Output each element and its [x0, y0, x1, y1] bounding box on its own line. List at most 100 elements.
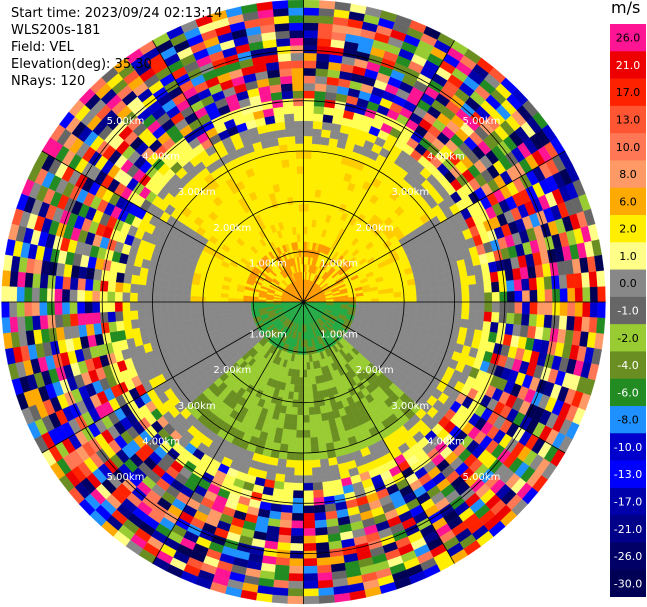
ppi-cell — [303, 460, 313, 469]
ppi-cell — [291, 406, 299, 416]
ppi-cell — [311, 452, 321, 461]
ppi-cell — [54, 314, 64, 329]
ppi-cell — [416, 301, 425, 309]
ppi-cell — [321, 121, 333, 131]
ppi-cell — [159, 301, 168, 310]
ppi-cell — [31, 301, 40, 317]
ppi-cell — [558, 315, 568, 330]
ppi-cell — [430, 280, 439, 289]
ppi-cell — [303, 362, 308, 371]
ppi-cell — [279, 75, 293, 85]
ppi-cell — [297, 196, 304, 205]
ppi-cell — [461, 310, 470, 320]
ppi-cell — [355, 304, 364, 309]
ppi-cell — [279, 443, 289, 453]
ppi-cell — [303, 67, 316, 76]
ppi-cell — [296, 361, 301, 371]
ppi-cell — [303, 399, 310, 408]
ppi-cell — [137, 310, 146, 320]
ppi-cell — [24, 316, 34, 332]
ppi-cell — [469, 292, 478, 303]
ppi-cell — [190, 301, 199, 309]
ppi-cell — [528, 277, 538, 291]
ppi-cell — [160, 316, 170, 325]
ppi-cell — [273, 15, 290, 25]
ppi-cells — [1, 0, 606, 605]
ppi-cell — [303, 173, 311, 182]
ppi-cell — [574, 287, 584, 303]
ppi-cell — [285, 135, 296, 145]
ppi-cell — [461, 293, 470, 303]
ppi-cell — [312, 474, 323, 484]
ppi-cell — [99, 291, 108, 303]
ppi-cell — [323, 99, 336, 109]
ppi-cell — [313, 196, 321, 206]
ppi-cell — [289, 30, 304, 39]
ppi-cell — [107, 281, 116, 293]
ppi-cell — [31, 315, 41, 331]
ppi-cell — [308, 203, 314, 213]
ppi-cell — [317, 15, 334, 25]
ppi-cell — [282, 166, 291, 176]
ppi-cell — [288, 158, 297, 168]
ppi-cell — [182, 289, 192, 297]
ppi-cell — [273, 114, 285, 124]
ppi-cell — [303, 422, 311, 431]
ppi-cell — [62, 314, 71, 328]
ppi-cell — [461, 284, 470, 294]
ppi-cell — [167, 287, 177, 296]
ppi-cell — [144, 301, 153, 311]
range-ring-label: 4.00km — [142, 152, 180, 163]
ppi-cell — [275, 427, 284, 437]
ppi-cell — [567, 301, 576, 317]
ppi-cell — [129, 301, 138, 312]
ppi-cell — [46, 288, 55, 303]
ppi-cell — [314, 83, 327, 92]
ppi-cell — [303, 512, 316, 522]
ppi-cell — [292, 97, 304, 107]
ppi-cell — [298, 377, 304, 386]
ppi-cell — [316, 37, 332, 47]
ppi-cell — [536, 276, 545, 290]
ppi-cell — [274, 30, 290, 40]
ppi-cell — [320, 129, 331, 139]
ppi-cell — [437, 316, 447, 325]
ppi-cell — [307, 218, 313, 228]
ppi-cell — [271, 99, 284, 109]
ppi-cell — [289, 166, 297, 175]
ppi-cell — [446, 286, 455, 295]
ppi-cell — [430, 315, 439, 324]
ppi-cell — [293, 384, 300, 393]
colorbar-tick-label: -21.0 — [614, 523, 642, 536]
ppi-cell — [393, 306, 402, 313]
range-ring-label: 4.00km — [427, 436, 465, 447]
ppi-cell — [288, 436, 297, 446]
ppi-cell — [294, 376, 300, 386]
ppi-cell — [446, 309, 455, 318]
ppi-cell — [312, 128, 322, 137]
ppi-cell — [303, 22, 319, 31]
ppi-cell — [272, 488, 284, 498]
ppi-cell — [182, 295, 191, 303]
ppi-cell — [289, 558, 304, 567]
ppi-cell — [114, 301, 123, 313]
ppi-cell — [308, 188, 316, 198]
field-label: Field: VEL — [11, 40, 74, 55]
ppi-cell — [295, 437, 304, 446]
ppi-cell — [307, 211, 314, 220]
ppi-cell — [303, 588, 320, 597]
ppi-cell — [310, 429, 318, 438]
ppi-cell — [278, 534, 292, 544]
ppi-cell — [303, 120, 314, 129]
ppi-cell — [46, 301, 55, 316]
ppi-cell — [284, 120, 295, 130]
ppi-cell — [320, 465, 331, 475]
ppi-cell — [459, 275, 469, 286]
colorbar-tick-label: 0.0 — [619, 277, 637, 290]
ppi-cell — [282, 489, 294, 499]
ppi-cell — [290, 181, 298, 190]
ppi-cell — [299, 369, 304, 378]
ppi-cell — [378, 297, 387, 303]
ppi-cell — [312, 204, 320, 213]
ppi-cell — [315, 60, 329, 70]
